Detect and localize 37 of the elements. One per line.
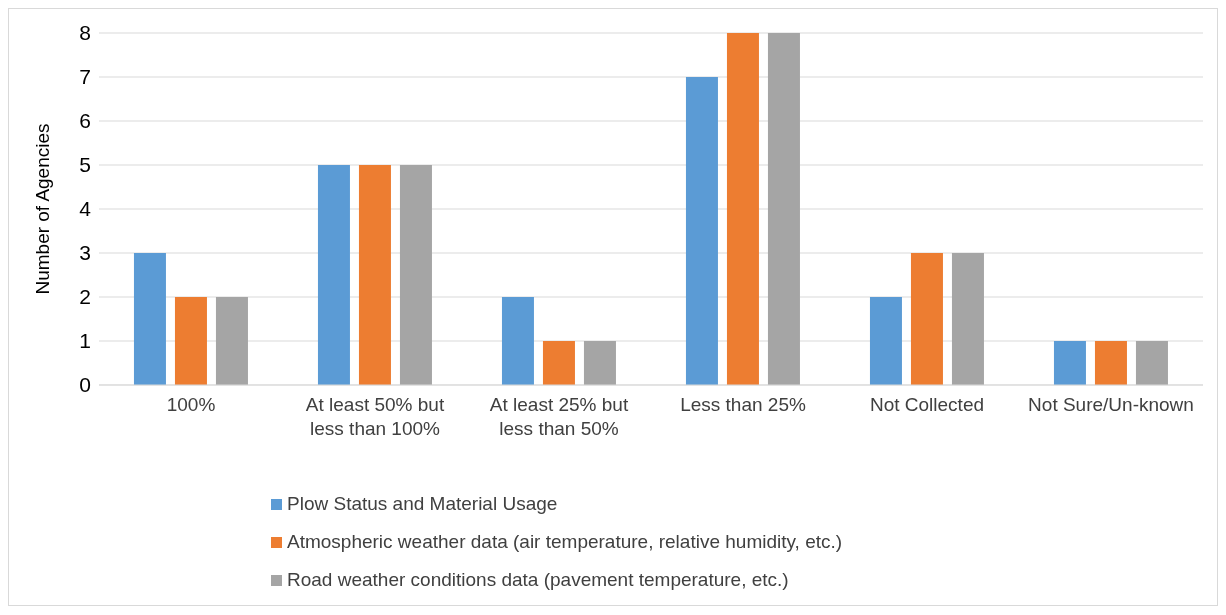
bar — [399, 165, 432, 385]
bar — [1094, 341, 1127, 385]
legend-label: Road weather conditions data (pavement temperature, etc.) — [287, 569, 789, 591]
bar — [501, 297, 534, 385]
bar — [174, 297, 207, 385]
y-tick-label: 0 — [79, 373, 91, 397]
bar — [1053, 341, 1086, 385]
bar — [317, 165, 350, 385]
bar — [542, 341, 575, 385]
y-tick-label: 2 — [79, 285, 91, 309]
x-tick-label: At least 25% but less than 50% — [489, 394, 629, 439]
y-tick-label: 6 — [79, 109, 91, 133]
bar — [869, 297, 902, 385]
bar — [951, 253, 984, 385]
bar — [910, 253, 943, 385]
y-tick-label: 7 — [79, 65, 91, 89]
y-tick-label: 8 — [79, 21, 91, 45]
legend-label: Atmospheric weather data (air temperature, relative humidity, etc.) — [287, 531, 843, 553]
y-axis-title: Number of Agencies — [31, 123, 53, 295]
bar — [726, 33, 759, 385]
bar — [685, 77, 718, 385]
legend-label: Plow Status and Material Usage — [287, 493, 558, 515]
y-tick-label: 5 — [79, 153, 91, 177]
y-tick-label: 4 — [79, 197, 92, 221]
x-tick-label: 100% — [166, 394, 216, 415]
bar — [1135, 341, 1168, 385]
bar — [215, 297, 248, 385]
x-tick-label: At least 50% but less than 100% — [305, 394, 445, 439]
x-tick-label: Not Sure/Un-known — [1028, 394, 1194, 415]
bar — [358, 165, 391, 385]
bar — [583, 341, 616, 385]
y-tick-label: 1 — [79, 329, 91, 353]
y-tick-label: 3 — [79, 241, 91, 265]
x-tick-label: Not Collected — [869, 394, 985, 415]
x-tick-label: Less than 25% — [680, 394, 806, 415]
bar — [133, 253, 166, 385]
bar — [767, 33, 800, 385]
